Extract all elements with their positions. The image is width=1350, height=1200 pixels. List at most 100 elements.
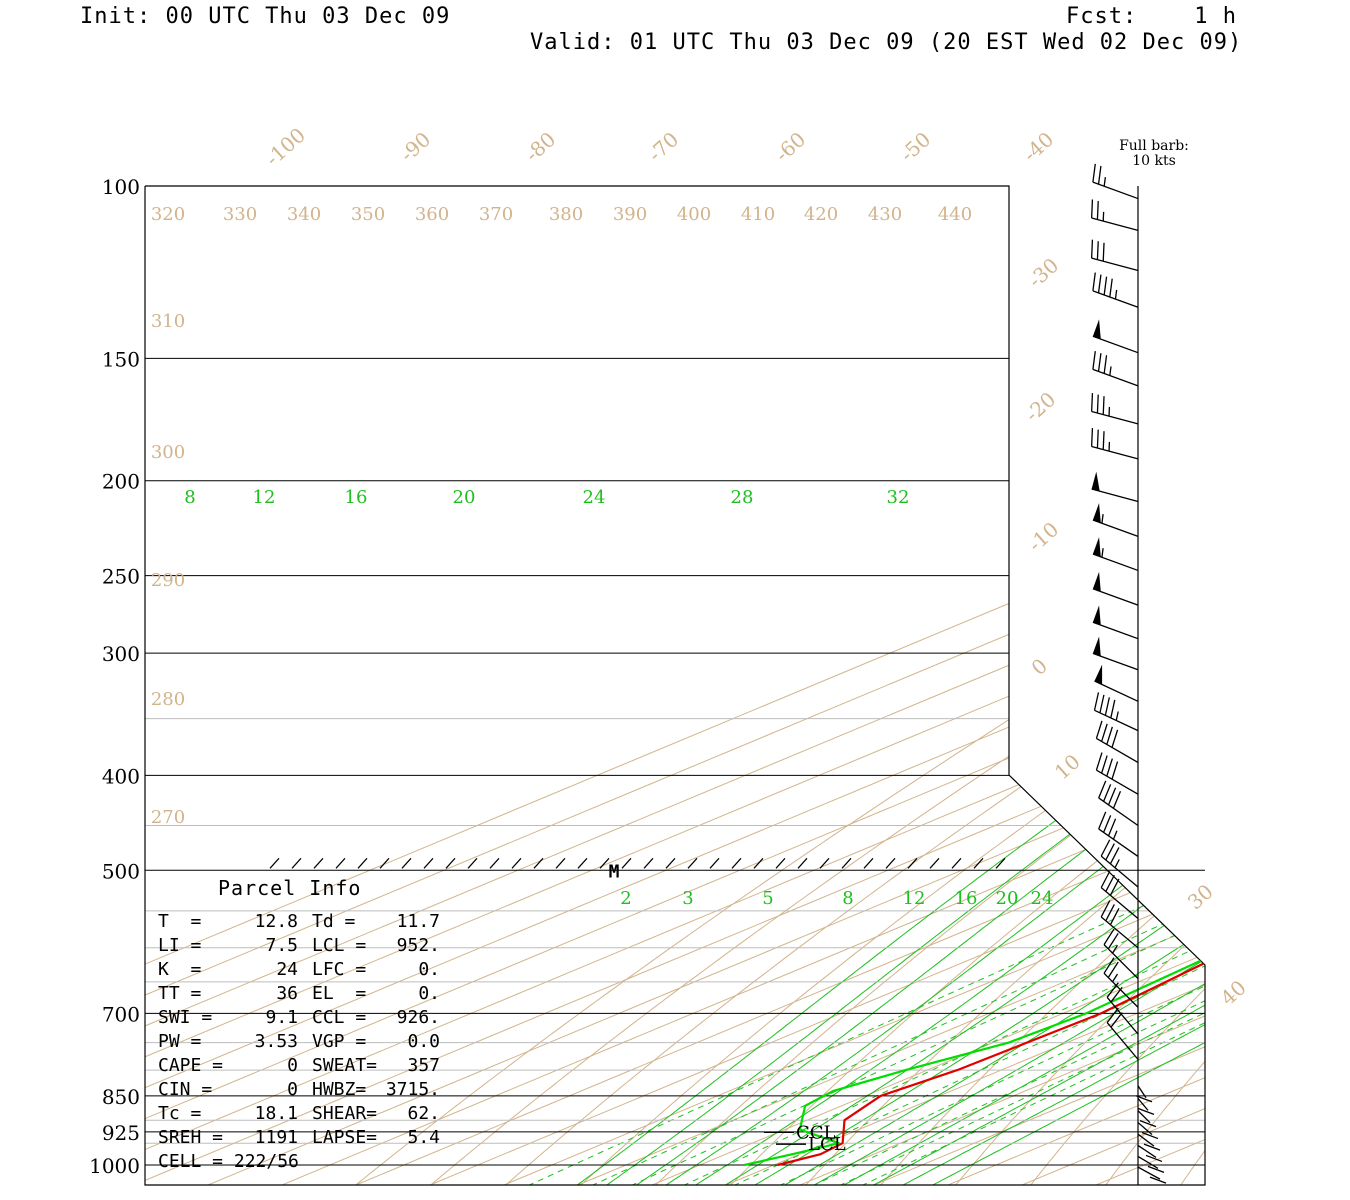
- wind-barb-pennant: [1092, 571, 1101, 592]
- wind-barb-low: [1137, 1133, 1155, 1147]
- wind-barb: [1095, 752, 1139, 795]
- mixing-ratio-line: [838, 869, 1205, 1185]
- wind-barb-low-feather: [1143, 1143, 1161, 1151]
- wind-barb-feather: [1092, 272, 1096, 291]
- wind-barb-feather: [1103, 276, 1108, 296]
- barb-legend-line2: 10 kts: [1132, 153, 1176, 169]
- dry-adiabat-line: [804, 186, 1205, 1185]
- isotherm-line: [502, 186, 1205, 1185]
- parcel-k2: LFC =: [312, 959, 367, 980]
- isotherm-line: [650, 186, 1205, 1185]
- wind-barb-feather: [1110, 986, 1123, 1003]
- wind-barb-feather: [1109, 847, 1120, 865]
- mixing-ratio-label: 16: [955, 888, 978, 909]
- wind-barb-half-feather: [1101, 548, 1104, 558]
- dry-adiabat-line: [654, 186, 1205, 1185]
- pressure-tick-label: 400: [102, 764, 140, 788]
- parcel-info-row: K = 24 LFC = 0.: [158, 958, 458, 982]
- isotherm-label: 40: [1216, 975, 1251, 1010]
- wind-barb-shaft: [1103, 972, 1139, 1008]
- hatch-mark: [665, 857, 676, 869]
- dewpoint-profile: [744, 186, 1205, 1167]
- mixing-ratio-label: 24: [1031, 888, 1054, 909]
- hatch-mark: [775, 857, 786, 869]
- wind-barb-shaft: [1091, 410, 1139, 425]
- hatch-mark: [599, 857, 610, 869]
- isotherm-line: [798, 186, 1205, 1185]
- wind-barb-shaft: [1091, 488, 1139, 503]
- hatch-mark: [643, 857, 654, 869]
- wind-barb-feather: [1096, 429, 1099, 449]
- wind-barb-half-feather: [1114, 859, 1120, 868]
- hatch-mark: [379, 857, 390, 869]
- moist-adiabat-line: [575, 458, 1205, 1185]
- hatch-mark: [687, 857, 698, 869]
- wind-barb-feather: [1095, 752, 1103, 771]
- wind-barb-low-feather: [1135, 1095, 1153, 1103]
- isotherm-label: 30: [1183, 879, 1218, 914]
- wind-barb-feather: [1111, 729, 1119, 748]
- wind-barb-half-feather: [1101, 514, 1104, 524]
- wind-barb-shaft: [1100, 887, 1139, 919]
- wind-barb-shaft: [1092, 335, 1139, 354]
- wind-barb: [1092, 351, 1139, 387]
- isotherm-label: -90: [395, 127, 435, 166]
- isotherm-line: [206, 186, 1205, 1185]
- wind-barb-feather: [1110, 699, 1116, 719]
- dry-adiabat-line: [579, 186, 1205, 1185]
- parcel-info-row: T = 12.8 Td = 11.7: [158, 910, 458, 934]
- dry-adiabat-line: [954, 186, 1205, 1185]
- mixing-ratio-label: 20: [996, 888, 1019, 909]
- wind-barb-low: [1137, 1122, 1153, 1136]
- isotherm-line: [145, 186, 1205, 1185]
- theta-e-label: 28: [731, 487, 754, 508]
- hatch-mark: [951, 857, 962, 869]
- parcel-v1: 12.8: [254, 911, 298, 932]
- isotherm-line: [872, 186, 1205, 1185]
- mixing-ratio-line: [778, 869, 1205, 1185]
- mixing-ratio-line: [527, 869, 1205, 1185]
- wind-barb-feather: [1102, 396, 1105, 415]
- wind-barb-low: [1137, 1085, 1147, 1099]
- parcel-k2: Td =: [312, 911, 356, 932]
- wind-barb-feather: [1105, 904, 1115, 922]
- wind-barb-feather: [1103, 355, 1108, 374]
- hatch-mark: [841, 857, 852, 869]
- hatch-mark: [533, 857, 544, 869]
- pressure-tick-label: 1000: [89, 1154, 140, 1178]
- wind-barb-feather: [1096, 241, 1099, 260]
- parcel-info-rows: T = 12.8 Td = 11.7 LI = 7.5 LCL = 952. K = 24 LFC …: [158, 910, 458, 1174]
- wind-barb-pennant: [1092, 503, 1101, 523]
- isotherm-label: -30: [1023, 253, 1063, 292]
- hatch-mark: [335, 857, 346, 869]
- theta-label: 310: [151, 311, 185, 332]
- parcel-v2: 926.: [396, 1007, 440, 1028]
- pressure-tick-label: 850: [102, 1085, 140, 1109]
- wind-barb: [1095, 720, 1139, 764]
- parcel-v1: 3.53: [254, 1031, 298, 1052]
- wind-barb-feather: [1104, 697, 1110, 716]
- wind-barb-low-feather: [1137, 1107, 1155, 1116]
- wind-barb: [1092, 636, 1139, 671]
- parcel-v2: 5.4: [407, 1127, 440, 1148]
- wind-barb: [1103, 928, 1139, 980]
- parcel-info-row: CAPE = 0 SWEAT= 357: [158, 1054, 458, 1078]
- hatch-mark: [995, 857, 1006, 869]
- theta-label: 280: [151, 689, 185, 710]
- theta-e-label: 20: [453, 487, 476, 508]
- wind-barb-shaft: [1100, 855, 1139, 888]
- theta-label: 270: [151, 807, 185, 828]
- temperature-profile: [777, 186, 1205, 1167]
- pressure-tick-label: 500: [102, 859, 140, 883]
- wind-barb: [1091, 471, 1139, 503]
- hatch-mark: [863, 857, 874, 869]
- parcel-k1: CAPE =: [158, 1055, 224, 1076]
- wind-barb-low: [1137, 1144, 1157, 1158]
- isotherm-line: [428, 186, 1205, 1185]
- mixing-ratio-label: 5: [762, 888, 773, 909]
- hatch-mark: [753, 857, 764, 869]
- wind-barb-feather: [1090, 239, 1094, 259]
- mixing-ratio-label: 2: [620, 888, 631, 909]
- hatch-mark: [445, 857, 456, 869]
- parcel-k1: K =: [158, 959, 202, 980]
